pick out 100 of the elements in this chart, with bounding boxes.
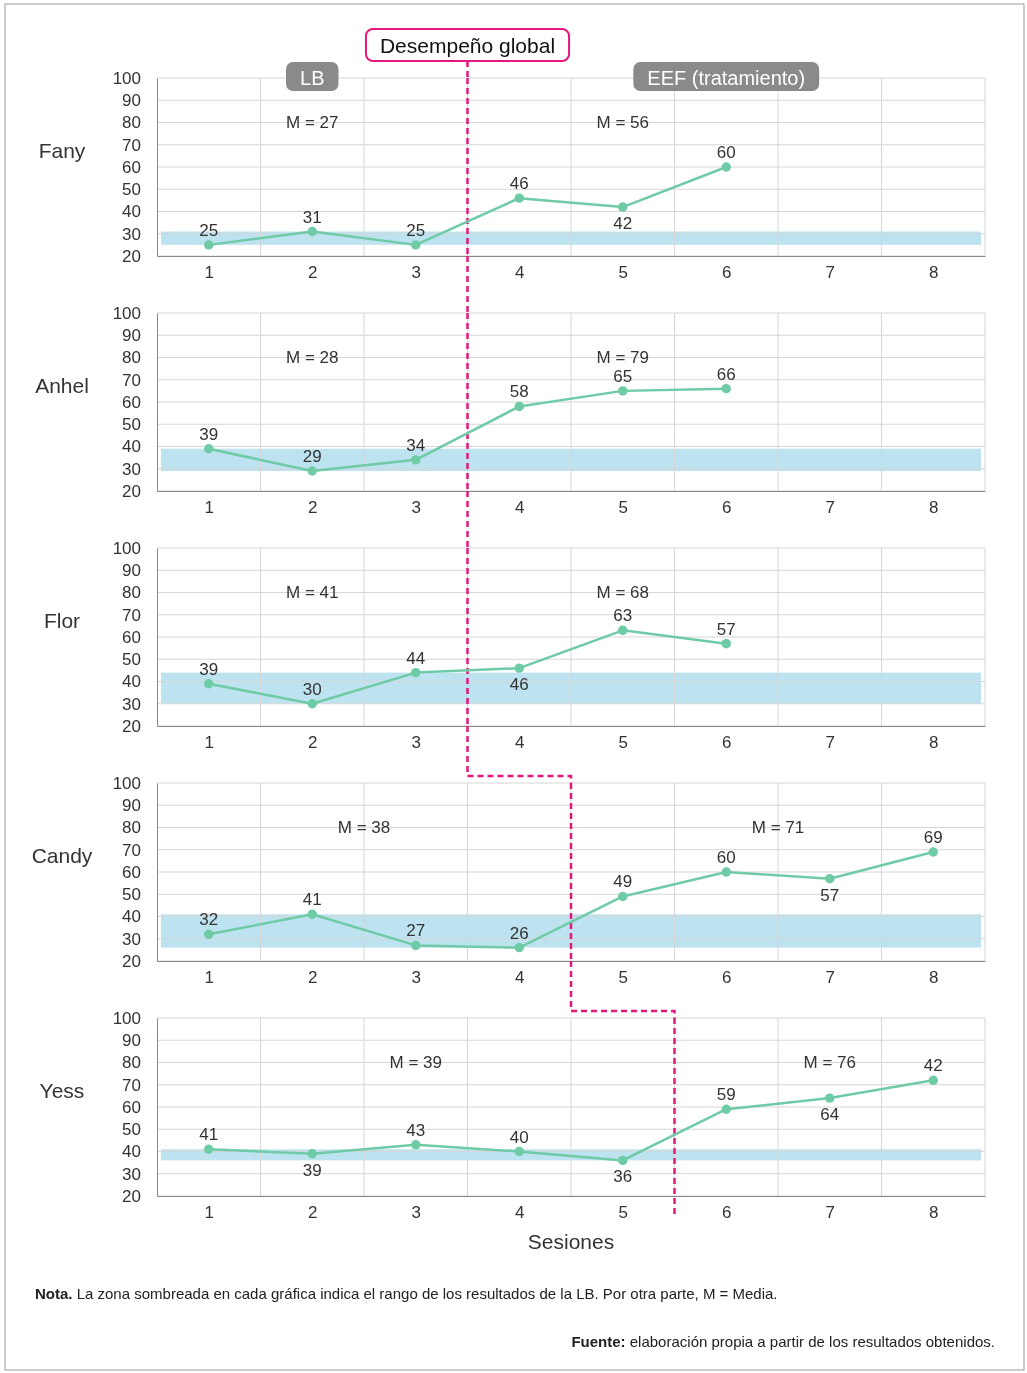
y-tick-label: 100 bbox=[112, 773, 141, 793]
x-tick-label: 7 bbox=[825, 968, 835, 988]
y-axis-title: Anhel bbox=[35, 374, 89, 398]
data-label: 59 bbox=[716, 1085, 736, 1105]
y-tick-label: 20 bbox=[122, 1186, 141, 1206]
data-label: 43 bbox=[406, 1120, 426, 1140]
y-tick-label: 40 bbox=[122, 672, 141, 692]
x-tick-label: 8 bbox=[929, 263, 939, 283]
x-tick-label: 4 bbox=[515, 498, 525, 518]
y-tick-label: 100 bbox=[112, 303, 141, 323]
x-tick-label: 5 bbox=[618, 498, 628, 518]
x-tick-label: 2 bbox=[308, 498, 318, 518]
y-tick-label: 60 bbox=[122, 862, 141, 882]
y-tick-label: 80 bbox=[122, 348, 141, 368]
data-label: 25 bbox=[406, 220, 426, 240]
x-tick-label: 4 bbox=[515, 733, 525, 753]
x-tick-label: 3 bbox=[411, 498, 421, 518]
text: Desempeño global bbox=[379, 34, 556, 57]
annotation: M = 76 bbox=[803, 1052, 856, 1072]
data-label: 39 bbox=[199, 424, 219, 444]
annotation: M = 56 bbox=[596, 112, 649, 132]
data-label: 64 bbox=[820, 1105, 840, 1125]
data-label: 32 bbox=[199, 910, 219, 930]
data-label: 49 bbox=[613, 872, 633, 892]
x-tick-label: 5 bbox=[618, 968, 628, 988]
data-label: 60 bbox=[716, 848, 736, 867]
y-tick-label: 40 bbox=[122, 1142, 141, 1162]
y-axis-title: Fany bbox=[38, 139, 86, 163]
y-tick-label: 90 bbox=[122, 326, 141, 346]
x-tick-label: 3 bbox=[411, 1203, 421, 1223]
y-tick-label: 100 bbox=[112, 68, 141, 88]
data-label: 34 bbox=[406, 435, 426, 455]
data-label: 42 bbox=[613, 214, 633, 234]
x-tick-label: 4 bbox=[515, 263, 525, 283]
data-label: 63 bbox=[613, 606, 633, 626]
data-label: 29 bbox=[302, 446, 322, 466]
y-tick-label: 30 bbox=[122, 224, 141, 244]
annotation: M = 71 bbox=[751, 817, 805, 837]
y-tick-label: 30 bbox=[122, 929, 141, 949]
x-tick-label: 3 bbox=[411, 733, 421, 753]
x-tick-label: 7 bbox=[825, 498, 835, 518]
annotation: M = 68 bbox=[596, 582, 649, 602]
x-tick-label: 6 bbox=[722, 968, 732, 988]
x-tick-label: 8 bbox=[929, 498, 939, 518]
y-tick-label: 50 bbox=[122, 650, 141, 670]
x-tick-label: 2 bbox=[308, 263, 318, 283]
data-label: 46 bbox=[509, 675, 529, 695]
x-tick-label: 3 bbox=[411, 968, 421, 988]
x-tick-label: 7 bbox=[825, 1203, 835, 1223]
y-axis-title: Candy bbox=[31, 844, 93, 868]
annotation: LB bbox=[300, 67, 325, 89]
data-label: 26 bbox=[509, 923, 529, 943]
y-tick-label: 80 bbox=[122, 818, 141, 838]
annotation: M = 79 bbox=[596, 347, 649, 367]
y-tick-label: 50 bbox=[122, 885, 141, 905]
data-label: 69 bbox=[923, 827, 943, 847]
x-tick-label: 1 bbox=[204, 733, 214, 753]
y-tick-label: 50 bbox=[122, 1120, 141, 1140]
y-tick-label: 100 bbox=[112, 1008, 141, 1028]
data-label: 39 bbox=[199, 659, 219, 679]
y-tick-label: 50 bbox=[122, 180, 141, 200]
data-label: 57 bbox=[820, 885, 840, 905]
data-label: 41 bbox=[302, 890, 322, 910]
y-tick-label: 50 bbox=[122, 415, 141, 435]
y-tick-label: 20 bbox=[122, 481, 141, 501]
y-tick-label: 60 bbox=[122, 627, 141, 647]
y-tick-label: 20 bbox=[122, 716, 141, 736]
annotation: M = 27 bbox=[286, 112, 339, 132]
x-tick-label: 7 bbox=[825, 733, 835, 753]
x-tick-label: 8 bbox=[929, 1203, 939, 1223]
y-tick-label: 40 bbox=[122, 907, 141, 927]
y-tick-label: 20 bbox=[122, 246, 141, 266]
x-tick-label: 8 bbox=[929, 968, 939, 988]
annotation: M = 41 bbox=[286, 582, 339, 602]
y-tick-label: 90 bbox=[122, 91, 141, 111]
y-tick-label: 60 bbox=[122, 1097, 141, 1117]
data-label: 65 bbox=[613, 366, 633, 386]
x-tick-label: 5 bbox=[618, 733, 628, 753]
annotation: M = 39 bbox=[389, 1052, 442, 1072]
y-axis-title: Yess bbox=[39, 1079, 85, 1103]
y-tick-label: 70 bbox=[122, 1075, 141, 1095]
x-tick-label: 6 bbox=[722, 733, 732, 753]
y-tick-label: 90 bbox=[122, 796, 141, 816]
x-tick-label: 4 bbox=[515, 1203, 525, 1223]
y-tick-label: 80 bbox=[122, 113, 141, 133]
x-axis-title: Sesiones bbox=[527, 1230, 615, 1253]
y-tick-label: 70 bbox=[122, 370, 141, 390]
y-tick-label: 30 bbox=[122, 459, 141, 479]
y-tick-label: 70 bbox=[122, 840, 141, 860]
y-tick-label: 80 bbox=[122, 1053, 141, 1073]
data-label: 39 bbox=[302, 1160, 322, 1180]
y-tick-label: 40 bbox=[122, 202, 141, 222]
x-tick-label: 1 bbox=[204, 968, 214, 988]
data-label: 30 bbox=[302, 679, 322, 699]
y-tick-label: 100 bbox=[112, 538, 141, 558]
data-label: 25 bbox=[199, 220, 219, 240]
x-tick-label: 2 bbox=[308, 1203, 318, 1223]
x-tick-label: 6 bbox=[722, 498, 732, 518]
source-note: Fuente: elaboración propia a partir de los resultados obtenidos. bbox=[571, 1333, 995, 1350]
x-tick-label: 1 bbox=[204, 263, 214, 283]
